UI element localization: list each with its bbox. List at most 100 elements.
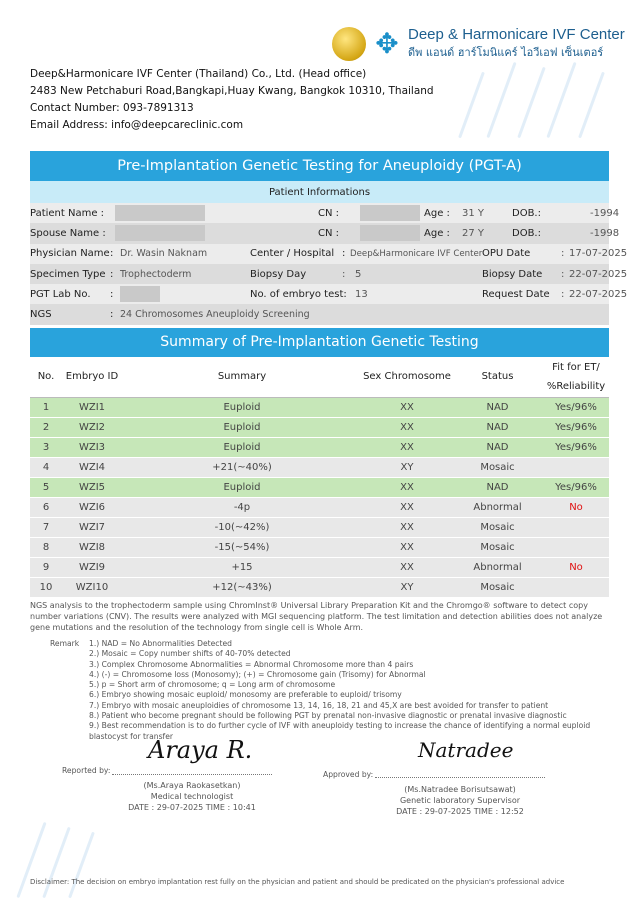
disclaimer: Disclaimer: The decision on embryo impla… <box>30 878 565 886</box>
center-name: Deep&Harmonicare IVF Center <box>350 248 483 259</box>
redacted-lab-no <box>120 286 160 303</box>
results-table: No. Embryo ID Summary Sex Chromosome Sta… <box>30 357 609 599</box>
embryo-id: WZI3 <box>62 437 122 458</box>
remark-item: 3.) Complex Chromosome Abnormalities = A… <box>89 659 414 669</box>
remark-item: 8.) Patient who become pregnant should b… <box>89 711 567 721</box>
patient-name-label: Patient Name : <box>30 207 105 219</box>
physician-label: Physician Name <box>30 248 110 260</box>
row-number: 6 <box>30 497 62 519</box>
embryo-id: WZI8 <box>62 537 122 559</box>
patient-age: 31 Y <box>462 207 485 219</box>
approver-name: (Ms.Natradee Borisutsawat) <box>404 785 516 794</box>
specimen-row: Specimen Type : Trophectoderm Biopsy Day… <box>30 263 627 285</box>
request-label: Request Date <box>482 288 550 300</box>
status: Mosaic <box>452 517 543 539</box>
dna-decoration <box>546 61 577 139</box>
biopsy-day: 5 <box>355 268 362 280</box>
redacted-name <box>115 225 205 242</box>
embryo-id: WZI10 <box>62 577 122 599</box>
dob-label: DOB.: <box>512 227 541 239</box>
sex-chromosome: XY <box>362 457 452 478</box>
status: Abnormal <box>452 497 543 519</box>
table-row: 8 WZI8 -15(~54%) XX Mosaic <box>30 537 609 559</box>
remark-item: 7.) Embryo with mosaic aneuploidies of c… <box>89 700 549 710</box>
request-date: 22-07-2025 <box>569 288 628 300</box>
approved-by-label: Approved by: <box>323 770 374 779</box>
row-number: 7 <box>30 517 62 539</box>
spouse-dob: -1998 <box>590 227 620 239</box>
dna-decoration <box>42 826 71 899</box>
fit-for-et: No <box>543 497 609 519</box>
ngs-value: 24 Chromosomes Aneuploidy Screening <box>120 309 310 321</box>
row-number: 9 <box>30 557 62 579</box>
column-header: Embryo ID <box>62 357 122 398</box>
contact-number: Contact Number: 093-7891313 <box>30 102 194 114</box>
signature-line <box>375 777 545 778</box>
row-number: 2 <box>30 417 62 438</box>
embryo-id: WZI9 <box>62 557 122 579</box>
signature-line <box>112 774 272 775</box>
status: NAD <box>452 437 543 458</box>
sex-chromosome: XX <box>362 557 452 579</box>
age-label: Age : <box>424 207 450 219</box>
patient-dob: -1994 <box>590 207 620 219</box>
reporter-role: Medical technologist <box>150 792 234 801</box>
embryo-test-count: 13 <box>355 288 368 300</box>
table-row: 4 WZI4 +21(~40%) XY Mosaic <box>30 457 609 478</box>
clinic-logo: ✥ Deep & Harmonicare IVF Center ดีพ แอนด… <box>332 26 625 61</box>
colon: : <box>110 309 114 321</box>
dna-decoration <box>486 61 517 139</box>
remark-item: 1.) NAD = No Abnormalities Detected <box>89 639 232 648</box>
colon: : <box>342 248 346 260</box>
table-row: 9 WZI9 +15 XX Abnormal No <box>30 557 609 579</box>
colon: : <box>110 248 114 260</box>
specimen-label: Specimen Type <box>30 268 106 280</box>
dob-label: DOB.: <box>512 207 541 219</box>
approver-info: (Ms.Natradee Borisutsawat) Genetic labor… <box>375 784 545 817</box>
table-row: 10 WZI10 +12(~43%) XY Mosaic <box>30 577 609 599</box>
dna-decoration <box>16 821 47 899</box>
sex-chromosome: XX <box>362 437 452 458</box>
center-label: Center / Hospital <box>250 248 335 260</box>
remark-item: 6.) Embryo showing mosaic euploid/ monos… <box>89 690 402 700</box>
sex-chromosome: XX <box>362 537 452 559</box>
embryo-test-label: No. of embryo test: <box>250 288 347 300</box>
embryo-id: WZI7 <box>62 517 122 539</box>
clinic-cross-icon: ✥ <box>375 26 399 60</box>
dna-decoration <box>517 66 546 139</box>
embryo-id: WZI4 <box>62 457 122 478</box>
sex-chromosome: XY <box>362 577 452 599</box>
approver-role: Genetic laboratory Supervisor <box>399 796 521 805</box>
embryo-id: WZI2 <box>62 417 122 438</box>
fit-for-et: Yes/96% <box>543 397 609 418</box>
reporter-name: (Ms.Araya Raokasetkan) <box>143 781 241 790</box>
fit-for-et: Yes/96% <box>543 417 609 438</box>
specimen-type: Trophectoderm <box>120 268 192 280</box>
row-number: 4 <box>30 457 62 478</box>
summary: Euploid <box>122 437 362 458</box>
table-row: 7 WZI7 -10(~42%) XX Mosaic <box>30 517 609 539</box>
patient-row: Patient Name : CN : Age : 31 Y DOB.: -19… <box>30 203 619 224</box>
fit-for-et <box>543 577 609 599</box>
remarks-list: 1.) NAD = No Abnormalities Detected 2.) … <box>89 639 614 742</box>
spouse-row: Spouse Name : CN : Age : 27 Y DOB.: -199… <box>30 223 619 244</box>
status: NAD <box>452 397 543 418</box>
colon: : <box>110 288 114 300</box>
address-block: Deep&Harmonicare IVF Center (Thailand) C… <box>30 66 434 134</box>
status: Abnormal <box>452 557 543 579</box>
fit-for-et: No <box>543 557 609 579</box>
cn-label: CN : <box>318 227 340 239</box>
fit-for-et <box>543 457 609 478</box>
reporter-signature: Araya R. <box>148 736 253 764</box>
email-address: Email Address: info@deepcareclinic.com <box>30 119 244 131</box>
spouse-age: 27 Y <box>462 227 485 239</box>
redacted-cn <box>360 225 420 242</box>
approver-date: DATE : 29-07-2025 TIME : 12:52 <box>396 807 524 816</box>
street-address: 2483 New Petchaburi Road,Bangkapi,Huay K… <box>30 85 434 97</box>
column-header: No. <box>30 357 62 398</box>
opu-label: OPU Date <box>482 248 531 260</box>
ngs-row: NGS : 24 Chromosomes Aneuploidy Screenin… <box>30 304 609 325</box>
spouse-name-label: Spouse Name : <box>30 227 106 239</box>
biopsy-day-label: Biopsy Day <box>250 268 307 280</box>
summary: +15 <box>122 557 362 579</box>
